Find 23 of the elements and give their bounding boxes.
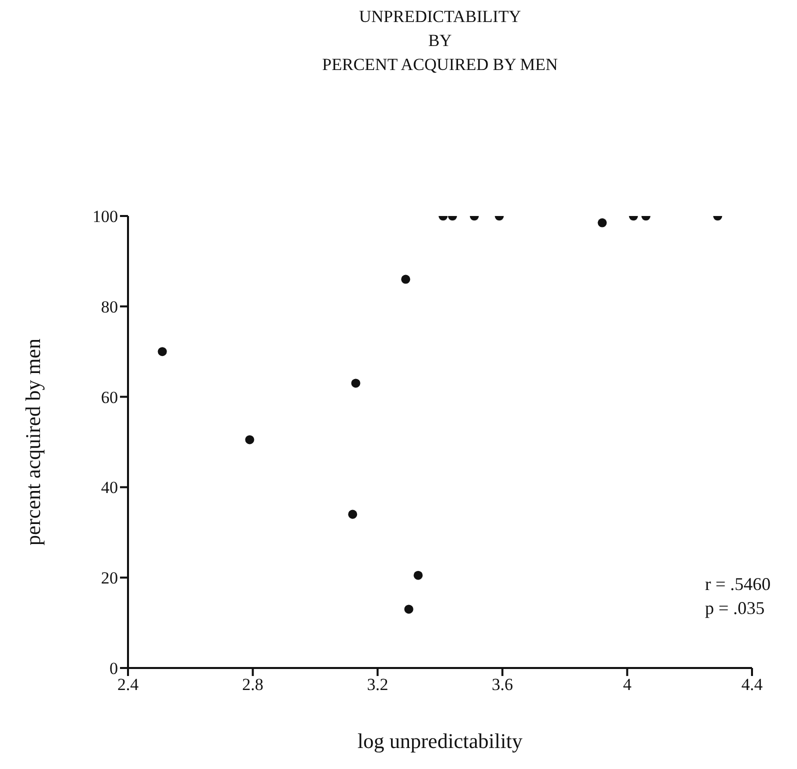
x-tick-label: 4.4 — [741, 675, 764, 694]
point — [348, 510, 358, 519]
x-tick-label: 3.2 — [366, 675, 388, 694]
point — [158, 347, 167, 356]
x-tick-label: 2.4 — [117, 675, 140, 694]
y-tick-label: 60 — [101, 388, 118, 407]
y-tick-label: 40 — [101, 478, 118, 498]
x-tick-label: 3.6 — [492, 675, 514, 694]
point — [351, 378, 360, 388]
point — [414, 570, 423, 580]
chart-title: UNPREDICTABILITY BY PERCENT ACQUIRED BY MEN — [322, 7, 558, 74]
x-tick-label: 2.8 — [242, 675, 264, 694]
x-axis-title: log unpredictability — [357, 729, 524, 753]
y-tick-label: 20 — [101, 568, 118, 588]
y-tick-label: 100 — [92, 207, 118, 226]
annotation: p = .035 — [705, 598, 765, 618]
point — [404, 604, 414, 614]
annotation: r = .5460 — [705, 574, 771, 594]
point — [245, 435, 254, 444]
y-tick-label: 80 — [101, 297, 118, 316]
x-tick-label: 4 — [622, 675, 632, 694]
y-axis-title: percent acquired by men — [21, 338, 45, 546]
y-tick-label: 0 — [110, 659, 118, 678]
